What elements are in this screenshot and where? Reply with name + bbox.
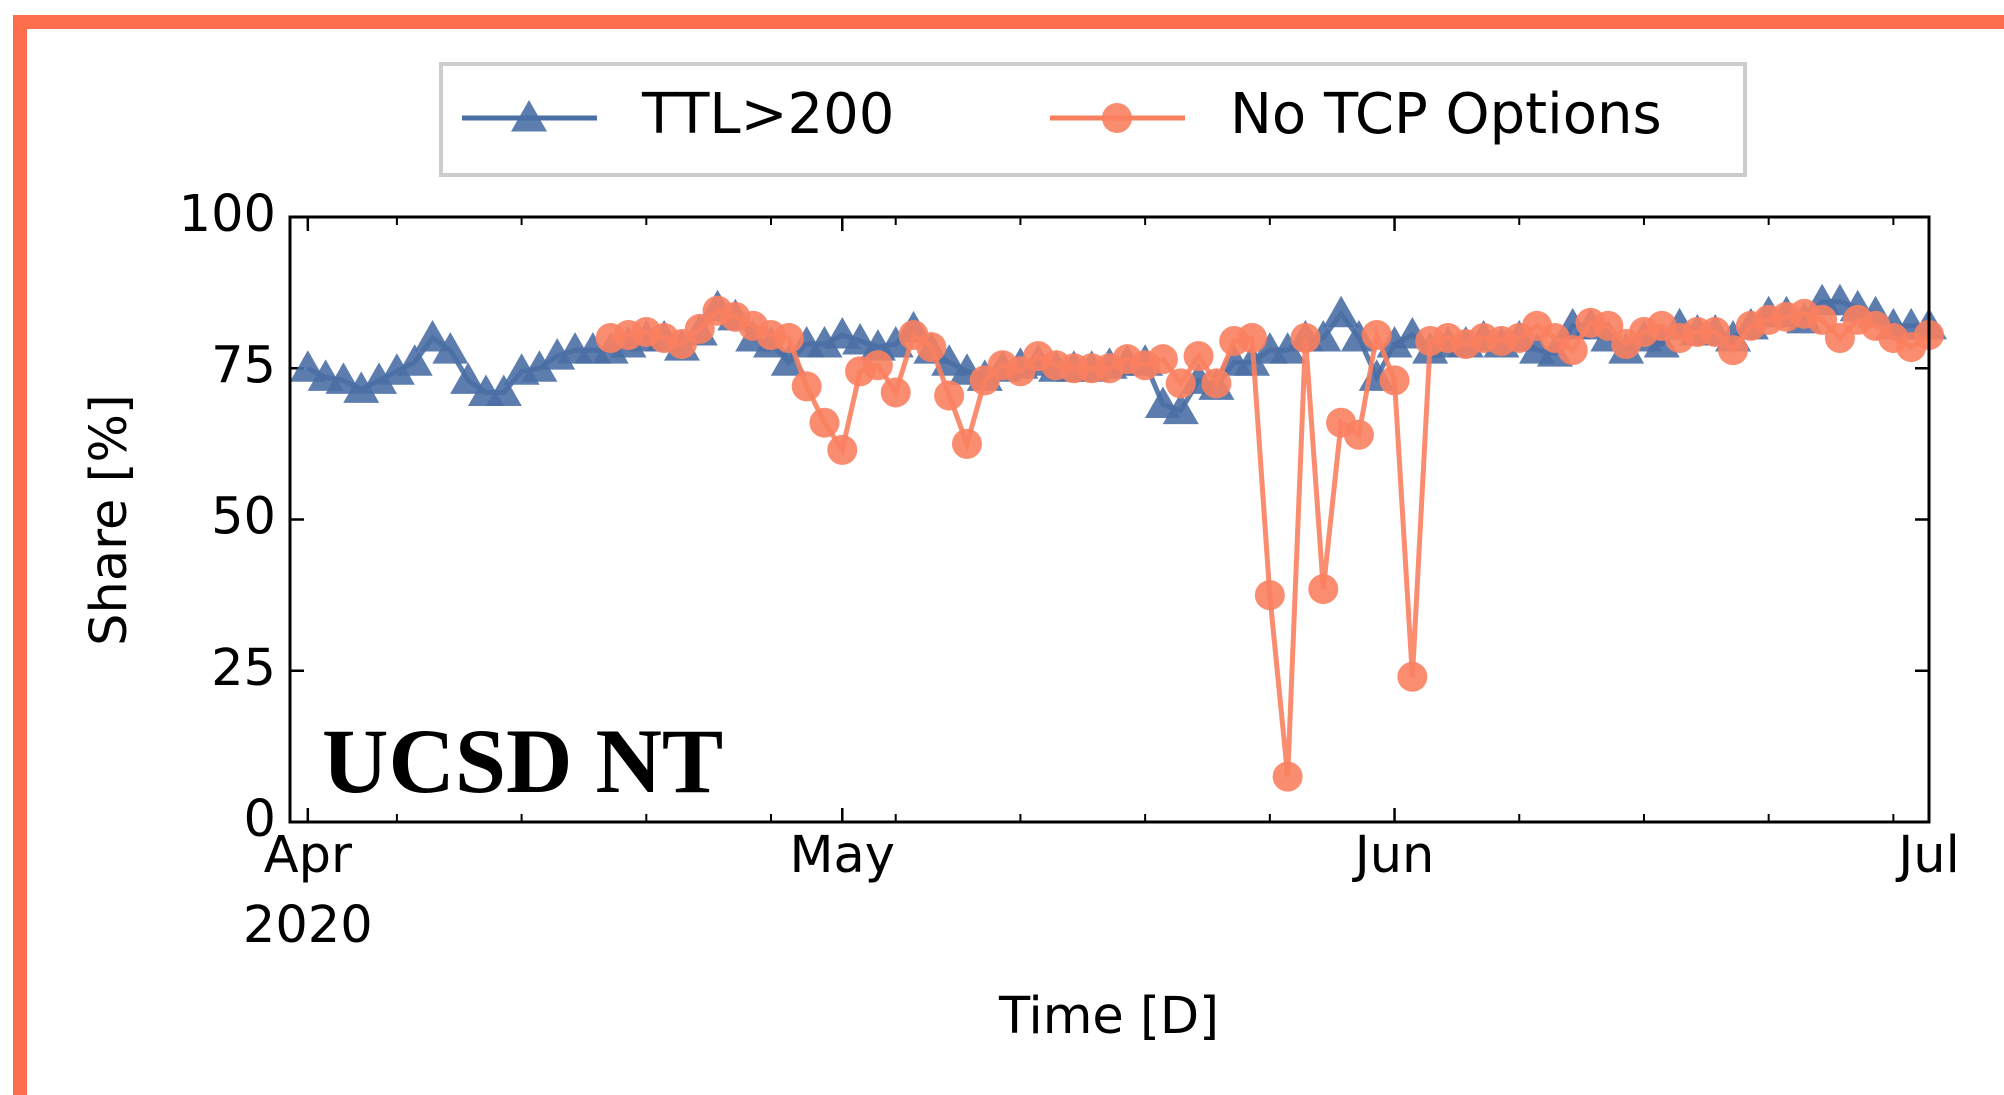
marker <box>1290 323 1321 353</box>
frame <box>13 15 2004 1095</box>
marker <box>1397 661 1428 692</box>
marker <box>1343 419 1374 450</box>
legend-label: TTL>200 <box>641 82 894 147</box>
marker <box>1165 368 1196 399</box>
marker <box>809 407 840 438</box>
marker <box>1162 392 1199 425</box>
annotation: UCSD NT <box>322 710 723 812</box>
marker <box>862 350 893 381</box>
y-axis-title: Share [%] <box>80 394 139 646</box>
x-axis-title: Time [D] <box>998 987 1219 1046</box>
plot-frame <box>288 215 1931 824</box>
legend-label: No TCP Options <box>1230 82 1662 147</box>
marker <box>1183 341 1214 372</box>
marker <box>343 371 380 403</box>
y-tick-label: 0 <box>244 790 276 849</box>
y-tick-label: 25 <box>211 639 276 698</box>
x-tick-label: May <box>790 826 895 885</box>
marker <box>791 371 822 402</box>
marker <box>934 380 965 411</box>
marker <box>1272 761 1303 792</box>
marker <box>485 374 522 406</box>
marker <box>1308 574 1339 605</box>
marker <box>325 362 362 394</box>
marker <box>378 353 415 385</box>
marker <box>414 320 451 352</box>
marker <box>951 428 982 459</box>
marker <box>877 326 914 358</box>
marker <box>1557 335 1588 366</box>
marker <box>880 377 911 408</box>
marker <box>916 332 947 363</box>
marker <box>521 350 558 382</box>
marker <box>1718 335 1749 366</box>
marker <box>827 434 858 465</box>
marker <box>361 362 398 394</box>
marker <box>511 100 547 132</box>
marker <box>1376 326 1413 358</box>
marker <box>1102 103 1132 133</box>
marker <box>450 362 487 394</box>
marker <box>806 326 843 358</box>
marker <box>1201 368 1232 399</box>
y-tick-label: 50 <box>211 488 276 547</box>
marker <box>289 350 326 382</box>
legend: TTL>200 No TCP Options <box>439 62 1747 177</box>
marker <box>1237 323 1268 353</box>
y-tick-label: 75 <box>211 336 276 395</box>
marker <box>1323 295 1360 328</box>
x-tick-label: Apr 2020 <box>243 826 373 955</box>
marker <box>773 323 804 353</box>
y-tick-label: 100 <box>179 185 276 244</box>
marker <box>1254 580 1285 611</box>
marker <box>432 332 469 364</box>
x-tick-label: Jul <box>1895 826 1960 885</box>
marker <box>1379 365 1410 396</box>
x-tick-label: Jun <box>1352 826 1435 885</box>
marker <box>1269 332 1306 364</box>
marker <box>1361 319 1392 350</box>
marker <box>396 344 433 376</box>
marker <box>1147 344 1178 375</box>
